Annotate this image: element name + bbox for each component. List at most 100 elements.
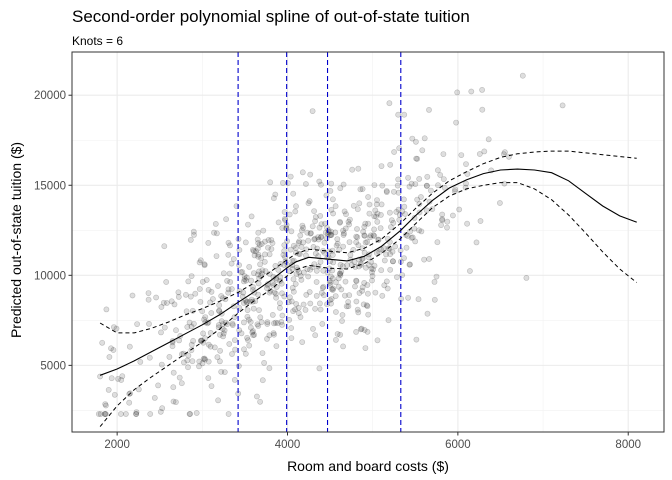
data-point bbox=[315, 253, 322, 260]
data-point bbox=[390, 258, 396, 265]
data-point bbox=[320, 267, 327, 274]
data-point bbox=[190, 228, 197, 235]
data-point bbox=[290, 288, 297, 295]
data-point bbox=[103, 306, 110, 313]
data-point bbox=[340, 243, 346, 250]
data-point bbox=[367, 232, 374, 239]
data-point bbox=[123, 411, 129, 417]
data-point bbox=[215, 322, 222, 328]
data-point bbox=[103, 402, 109, 409]
data-point bbox=[133, 409, 140, 415]
data-point bbox=[311, 261, 318, 267]
data-point bbox=[240, 289, 247, 296]
data-point bbox=[379, 182, 386, 189]
data-point bbox=[242, 350, 249, 357]
data-point bbox=[286, 294, 293, 301]
data-point bbox=[161, 324, 168, 331]
data-point bbox=[421, 135, 428, 142]
data-point bbox=[355, 165, 362, 172]
data-point bbox=[304, 266, 311, 273]
data-point bbox=[285, 299, 292, 306]
data-point bbox=[218, 293, 225, 299]
data-point bbox=[175, 293, 182, 300]
data-point bbox=[265, 244, 271, 251]
data-point bbox=[378, 201, 385, 208]
data-point bbox=[213, 230, 220, 237]
data-point bbox=[288, 335, 295, 341]
data-point bbox=[464, 220, 470, 227]
data-point bbox=[559, 102, 566, 109]
data-point bbox=[411, 214, 418, 221]
data-point bbox=[300, 224, 307, 231]
data-point bbox=[354, 206, 361, 213]
minor-gridlines bbox=[72, 52, 664, 432]
data-point bbox=[456, 206, 463, 213]
data-point bbox=[416, 201, 423, 207]
data-point bbox=[336, 270, 343, 277]
data-point bbox=[126, 343, 133, 350]
data-point bbox=[438, 222, 444, 228]
data-point bbox=[211, 229, 217, 236]
data-point bbox=[265, 237, 272, 243]
data-point bbox=[102, 401, 109, 407]
data-point bbox=[298, 276, 305, 283]
data-point bbox=[299, 169, 306, 176]
data-point bbox=[288, 228, 295, 235]
data-point bbox=[257, 261, 263, 268]
data-point bbox=[275, 266, 282, 273]
data-point bbox=[238, 330, 245, 337]
data-point bbox=[364, 328, 371, 335]
data-point bbox=[257, 398, 263, 405]
data-point bbox=[329, 196, 336, 203]
data-point bbox=[280, 251, 287, 258]
data-point bbox=[225, 286, 232, 293]
data-point bbox=[255, 322, 262, 329]
data-point bbox=[405, 294, 411, 301]
data-point bbox=[289, 265, 296, 272]
data-point bbox=[295, 239, 302, 246]
data-point bbox=[353, 298, 360, 305]
data-point bbox=[304, 229, 311, 236]
data-point bbox=[216, 307, 223, 314]
data-point bbox=[295, 310, 302, 317]
data-point bbox=[146, 354, 153, 361]
data-point bbox=[290, 242, 297, 249]
data-point bbox=[217, 347, 223, 354]
data-point bbox=[353, 328, 359, 335]
data-point bbox=[155, 382, 161, 389]
data-point bbox=[266, 365, 273, 372]
data-point bbox=[277, 274, 284, 281]
data-point bbox=[307, 230, 314, 237]
data-point bbox=[426, 107, 432, 113]
data-point bbox=[328, 228, 334, 235]
data-point bbox=[281, 248, 288, 254]
data-point bbox=[169, 343, 176, 350]
data-point bbox=[362, 264, 369, 271]
data-point bbox=[273, 284, 280, 290]
data-point bbox=[364, 290, 371, 297]
data-point bbox=[293, 271, 300, 277]
data-point bbox=[305, 237, 312, 244]
data-point bbox=[407, 261, 413, 268]
data-point bbox=[316, 365, 323, 372]
data-point bbox=[439, 217, 446, 224]
data-point bbox=[157, 408, 164, 415]
data-point bbox=[118, 411, 124, 417]
data-point bbox=[244, 313, 251, 320]
data-point bbox=[272, 319, 279, 326]
data-point bbox=[306, 198, 313, 205]
data-point bbox=[318, 221, 325, 228]
data-point bbox=[246, 263, 253, 270]
data-point bbox=[315, 236, 322, 243]
data-point bbox=[225, 251, 232, 258]
data-point bbox=[170, 369, 177, 376]
data-point bbox=[279, 312, 286, 319]
data-point bbox=[340, 181, 347, 188]
data-point bbox=[232, 346, 238, 353]
data-point bbox=[300, 301, 307, 308]
data-point bbox=[273, 276, 280, 283]
data-point bbox=[108, 375, 115, 382]
data-point bbox=[243, 299, 250, 306]
data-point bbox=[388, 217, 395, 224]
data-point bbox=[223, 216, 229, 223]
